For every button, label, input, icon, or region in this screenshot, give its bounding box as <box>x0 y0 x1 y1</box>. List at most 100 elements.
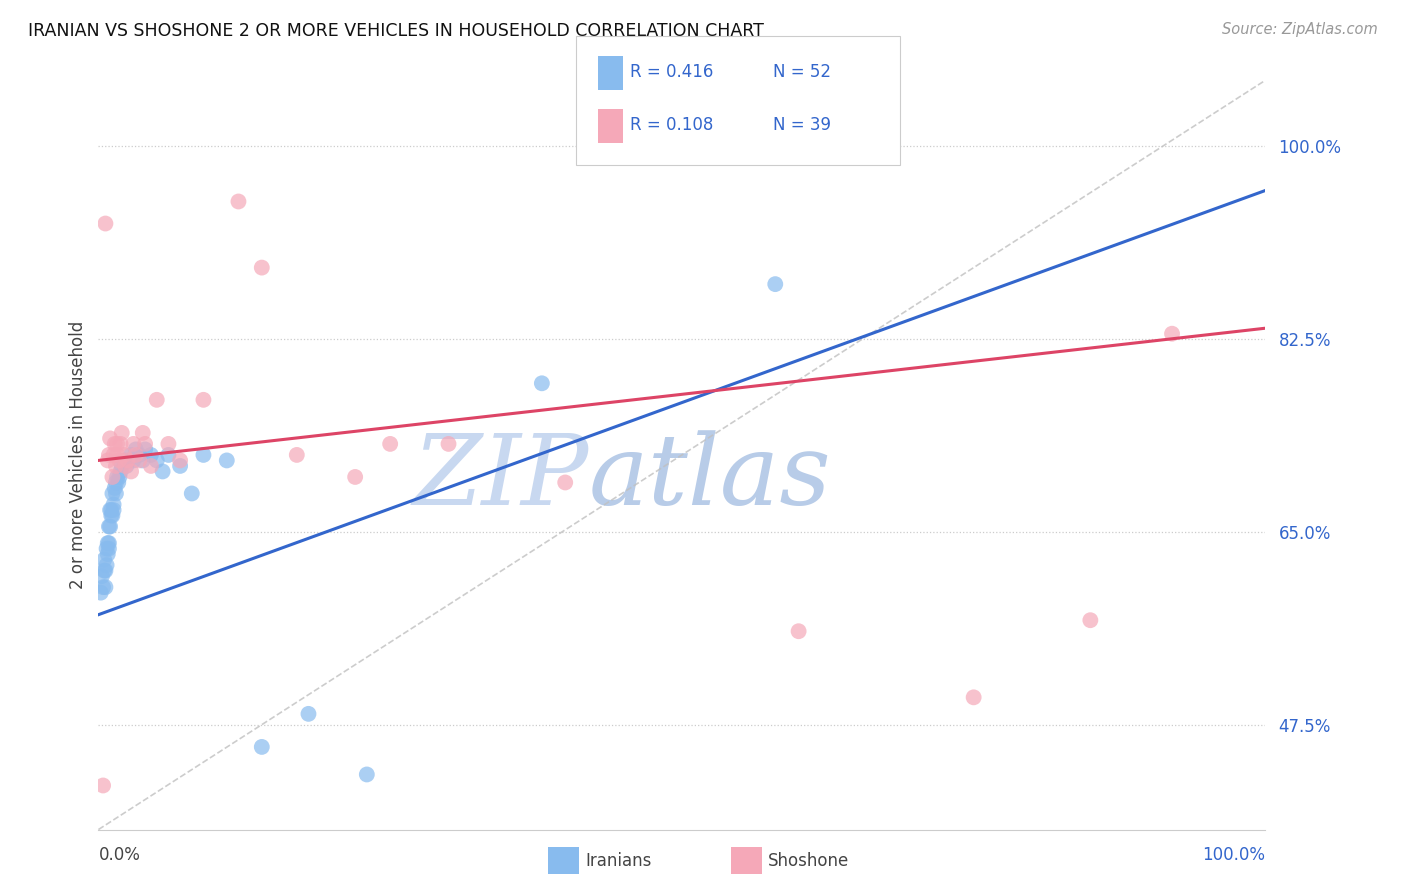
Text: IRANIAN VS SHOSHONE 2 OR MORE VEHICLES IN HOUSEHOLD CORRELATION CHART: IRANIAN VS SHOSHONE 2 OR MORE VEHICLES I… <box>28 22 763 40</box>
Point <box>103 448 125 462</box>
Point <box>90 585 112 599</box>
Point <box>112 453 135 467</box>
Text: 100.0%: 100.0% <box>1202 847 1265 864</box>
Point <box>98 431 121 445</box>
Point <box>146 392 169 407</box>
Point <box>117 453 139 467</box>
Point <box>110 437 132 451</box>
Point <box>530 376 553 391</box>
Point <box>125 442 148 457</box>
Point <box>114 458 136 473</box>
Point <box>763 277 786 292</box>
Point <box>180 486 202 500</box>
Point <box>297 706 319 721</box>
Point <box>107 475 129 490</box>
Point <box>215 453 238 467</box>
Point <box>380 437 402 451</box>
Point <box>132 425 155 440</box>
Point <box>120 448 142 462</box>
Point <box>108 470 131 484</box>
Point <box>91 779 114 793</box>
Point <box>90 569 112 583</box>
Point <box>104 437 127 451</box>
Point <box>169 453 191 467</box>
Point <box>111 458 134 473</box>
Point <box>128 453 150 467</box>
Text: N = 39: N = 39 <box>773 116 831 134</box>
Point <box>134 437 156 451</box>
Point <box>98 519 121 533</box>
Text: R = 0.416: R = 0.416 <box>630 63 713 81</box>
Point <box>112 448 135 462</box>
Point <box>128 448 150 462</box>
Point <box>108 453 131 467</box>
Point <box>122 453 145 467</box>
Point <box>285 448 308 462</box>
Point <box>169 458 191 473</box>
Point <box>103 498 125 512</box>
Point <box>250 739 273 754</box>
Text: Source: ZipAtlas.com: Source: ZipAtlas.com <box>1222 22 1378 37</box>
Point <box>1161 326 1184 341</box>
Text: Iranians: Iranians <box>585 852 651 870</box>
Point <box>97 536 120 550</box>
Point <box>104 486 127 500</box>
Point <box>97 453 120 467</box>
Point <box>91 580 114 594</box>
Point <box>228 194 250 209</box>
Point <box>125 448 148 462</box>
Point <box>437 437 460 451</box>
Point <box>97 448 120 462</box>
Point <box>97 536 120 550</box>
Point <box>250 260 273 275</box>
Point <box>146 453 169 467</box>
Point <box>122 437 145 451</box>
Point <box>139 448 162 462</box>
Point <box>193 448 215 462</box>
Text: N = 52: N = 52 <box>773 63 831 81</box>
Point <box>139 458 162 473</box>
Point <box>101 508 124 523</box>
Point <box>120 465 142 479</box>
Point <box>100 508 122 523</box>
Point <box>157 448 180 462</box>
Point <box>104 481 127 495</box>
Y-axis label: 2 or more Vehicles in Household: 2 or more Vehicles in Household <box>69 321 87 589</box>
Point <box>96 541 118 556</box>
Point <box>134 442 156 457</box>
Point <box>100 503 122 517</box>
Point <box>103 503 125 517</box>
Point <box>132 453 155 467</box>
Text: R = 0.108: R = 0.108 <box>630 116 713 134</box>
Point <box>356 767 378 781</box>
Text: ZIP: ZIP <box>412 430 589 525</box>
Point <box>157 437 180 451</box>
Point <box>1080 613 1102 627</box>
Point <box>94 580 117 594</box>
Point <box>115 458 138 473</box>
Point <box>787 624 810 639</box>
Text: atlas: atlas <box>589 430 831 525</box>
Point <box>101 470 124 484</box>
Point <box>94 564 117 578</box>
Point <box>105 437 128 451</box>
Point <box>97 547 120 561</box>
Point <box>105 448 128 462</box>
Point <box>97 519 120 533</box>
Text: Shoshone: Shoshone <box>768 852 849 870</box>
Point <box>98 503 121 517</box>
Point <box>104 475 127 490</box>
Text: 0.0%: 0.0% <box>98 847 141 864</box>
Point <box>152 465 174 479</box>
Point <box>93 564 115 578</box>
Point <box>101 486 124 500</box>
Point <box>104 458 127 473</box>
Point <box>97 541 120 556</box>
Point <box>118 453 141 467</box>
Point <box>193 392 215 407</box>
Point <box>344 470 367 484</box>
Point <box>962 690 984 705</box>
Point <box>96 558 118 573</box>
Point <box>554 475 576 490</box>
Point <box>105 470 128 484</box>
